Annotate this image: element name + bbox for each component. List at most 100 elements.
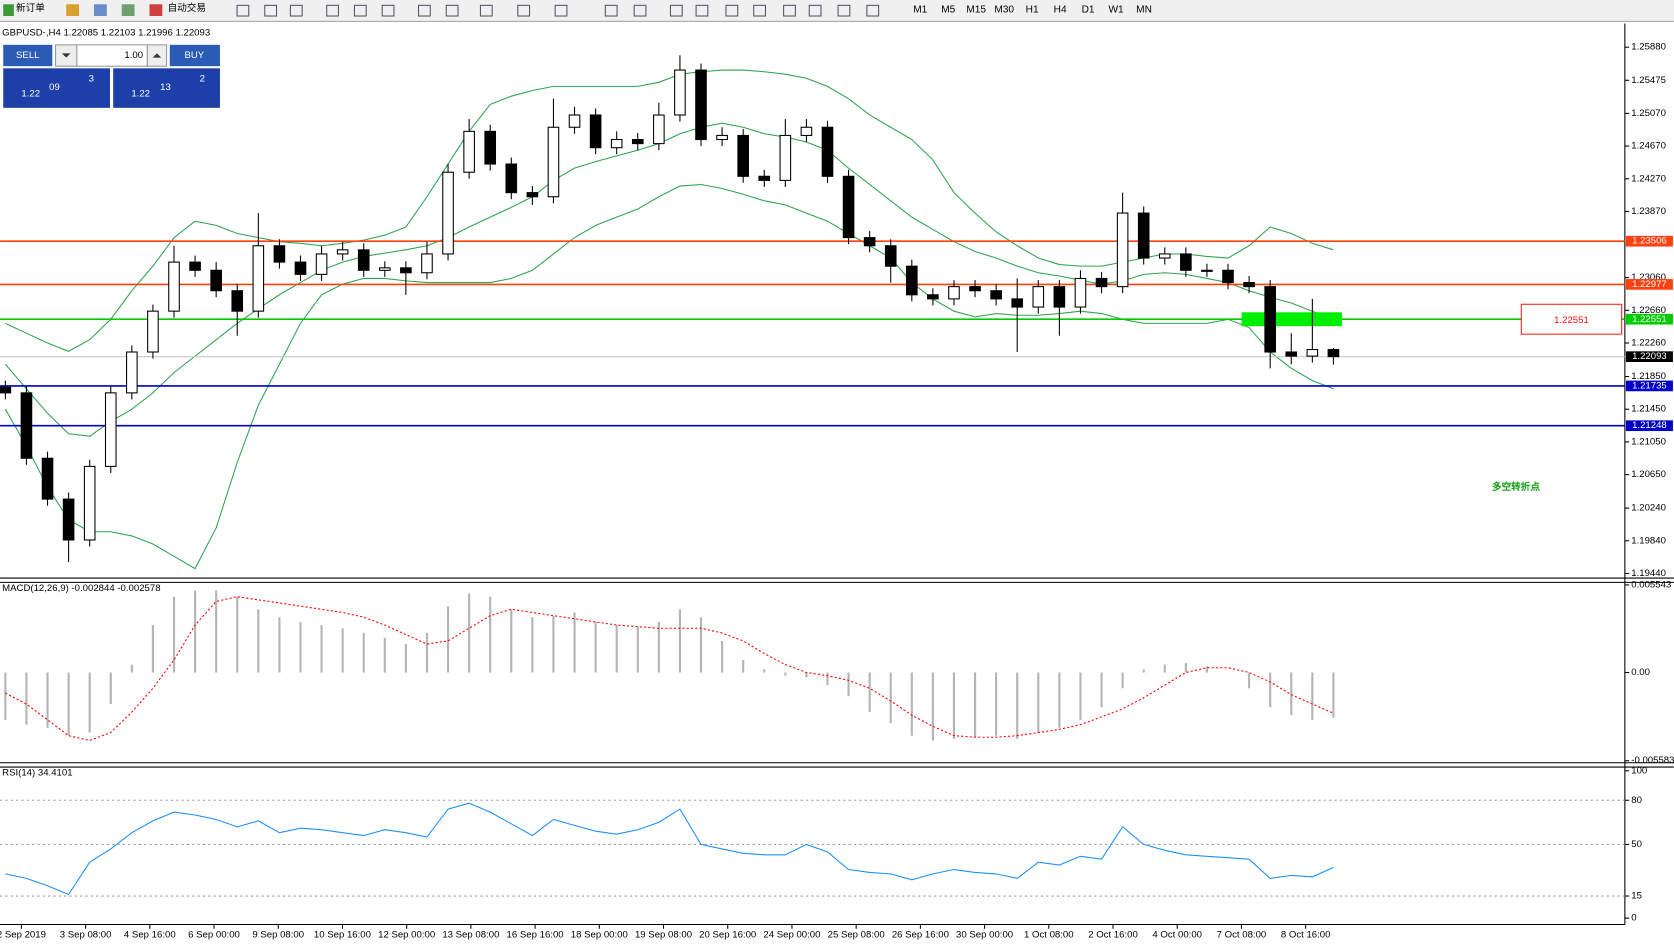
arrow-down: [61, 53, 71, 58]
candle-body: [0, 386, 12, 394]
candle-body: [421, 253, 433, 274]
x-tick-label: 9 Sep 08:00: [252, 930, 304, 941]
tool-icon[interactable]: [753, 4, 767, 17]
bid-big[interactable]: 1.22: [21, 88, 40, 99]
y-tick-label: -0.005583: [1631, 755, 1674, 766]
buy-button[interactable]: [169, 44, 220, 67]
x-tick-label: 1 Oct 08:00: [1024, 930, 1074, 941]
tool-icon[interactable]: [669, 4, 683, 17]
sell-button[interactable]: [3, 44, 53, 67]
tool-icon[interactable]: [264, 4, 278, 17]
timeframe-button[interactable]: M15: [966, 4, 986, 15]
candle-body: [484, 130, 497, 165]
price-level-label: 1.23506: [1632, 236, 1667, 247]
auto-trading-icon[interactable]: [149, 4, 163, 17]
tool-icon[interactable]: [326, 4, 339, 17]
price-panel: 1.25880 1.25475 1.25070 1.24670 1.24270 1.238…: [0, 42, 1673, 579]
tool-icon[interactable]: [604, 4, 618, 17]
x-tick-label: 30 Sep 00:00: [956, 930, 1013, 941]
candle-body: [379, 267, 391, 271]
lot-value[interactable]: 1.00: [124, 50, 143, 61]
tool-icon[interactable]: [783, 4, 796, 17]
sell-label[interactable]: SELL: [16, 50, 40, 61]
candle-body: [126, 351, 138, 394]
y-tick-label: 0.005543: [1631, 579, 1671, 590]
timeframe-button[interactable]: M30: [994, 4, 1014, 15]
x-tick-label: 18 Sep 00:00: [571, 930, 628, 941]
tool-icon[interactable]: [695, 4, 709, 17]
candle-body: [1158, 253, 1171, 259]
price-level-label: 1.21735: [1632, 380, 1667, 391]
buy-label[interactable]: BUY: [184, 50, 204, 61]
arrow-up: [152, 53, 162, 58]
x-tick-label: 16 Sep 16:00: [507, 930, 564, 941]
ask-big[interactable]: 1.22: [131, 88, 150, 99]
candle-body: [147, 310, 159, 353]
candle-body: [1222, 269, 1234, 284]
tool-icon[interactable]: [725, 4, 739, 17]
price-level-label: 1.22977: [1632, 279, 1667, 290]
candle-body: [1327, 349, 1340, 358]
y-tick-label: 15: [1631, 891, 1642, 902]
tool-icon[interactable]: [808, 4, 822, 17]
new-order-button[interactable]: 新订单: [16, 2, 45, 14]
tool-icon[interactable]: [289, 4, 303, 17]
bid-box[interactable]: [3, 68, 110, 108]
candle-body: [716, 134, 728, 141]
tool-icon[interactable]: [837, 4, 851, 17]
timeframe-button[interactable]: M5: [941, 4, 955, 15]
price-level-tag: [1625, 351, 1673, 363]
ask-box[interactable]: [113, 68, 220, 108]
candle-body: [800, 126, 813, 136]
toolbar-icon[interactable]: [121, 4, 135, 17]
candle-body: [990, 290, 1002, 300]
tool-icon[interactable]: [479, 4, 493, 17]
candle-body: [927, 294, 939, 300]
candle-body: [674, 69, 686, 116]
bollinger-band: [5, 69, 1334, 352]
timeframe-button[interactable]: D1: [1082, 4, 1095, 15]
candle-body: [1264, 286, 1276, 353]
y-tick-label: 1.22260: [1631, 338, 1666, 349]
x-tick-label: 24 Sep 00:00: [763, 930, 820, 941]
y-tick-label: 0: [1631, 913, 1636, 924]
timeframe-button[interactable]: H4: [1054, 4, 1067, 15]
ask-point[interactable]: 2: [200, 74, 205, 85]
candle-body: [1116, 212, 1129, 288]
toolbar-icon[interactable]: [66, 4, 80, 17]
auto-trading-button[interactable]: 自动交易: [168, 2, 206, 14]
y-tick-label: 1.20650: [1631, 469, 1666, 480]
candle-body: [821, 126, 834, 177]
candle-body: [505, 163, 518, 194]
tool-icon[interactable]: [866, 4, 880, 17]
bid-pips[interactable]: 09: [49, 82, 60, 93]
tool-icon[interactable]: [353, 4, 367, 17]
timeframe-button[interactable]: MN: [1136, 4, 1152, 15]
candle-body: [210, 269, 222, 292]
candle-body: [568, 114, 581, 128]
toolbar-icon[interactable]: [93, 4, 107, 17]
x-tick-label: 12 Sep 00:00: [378, 930, 435, 941]
macd-signal: [5, 596, 1334, 742]
tool-icon[interactable]: [417, 4, 431, 17]
bid-point[interactable]: 3: [89, 74, 94, 85]
tool-icon[interactable]: [381, 4, 395, 17]
candle-body: [357, 249, 370, 271]
ask-pips[interactable]: 13: [160, 82, 171, 93]
y-tick-label: 1.25880: [1631, 42, 1666, 53]
candle-body: [779, 134, 792, 181]
tool-icon[interactable]: [633, 4, 647, 17]
candle-body: [1285, 351, 1298, 357]
timeframe-button[interactable]: M1: [913, 4, 927, 15]
tool-icon[interactable]: [554, 4, 568, 17]
new-order-icon[interactable]: [3, 4, 14, 17]
timeframe-button[interactable]: H1: [1026, 4, 1039, 15]
tool-icon[interactable]: [445, 4, 459, 17]
bollinger-band: [4, 183, 1334, 570]
tool-icon[interactable]: [517, 4, 531, 17]
x-tick-label: 4 Sep 16:00: [124, 930, 176, 941]
tool-icon[interactable]: [236, 4, 250, 17]
y-tick-label: 1.19440: [1631, 568, 1666, 579]
candle-body: [231, 290, 244, 312]
timeframe-button[interactable]: W1: [1108, 4, 1124, 15]
